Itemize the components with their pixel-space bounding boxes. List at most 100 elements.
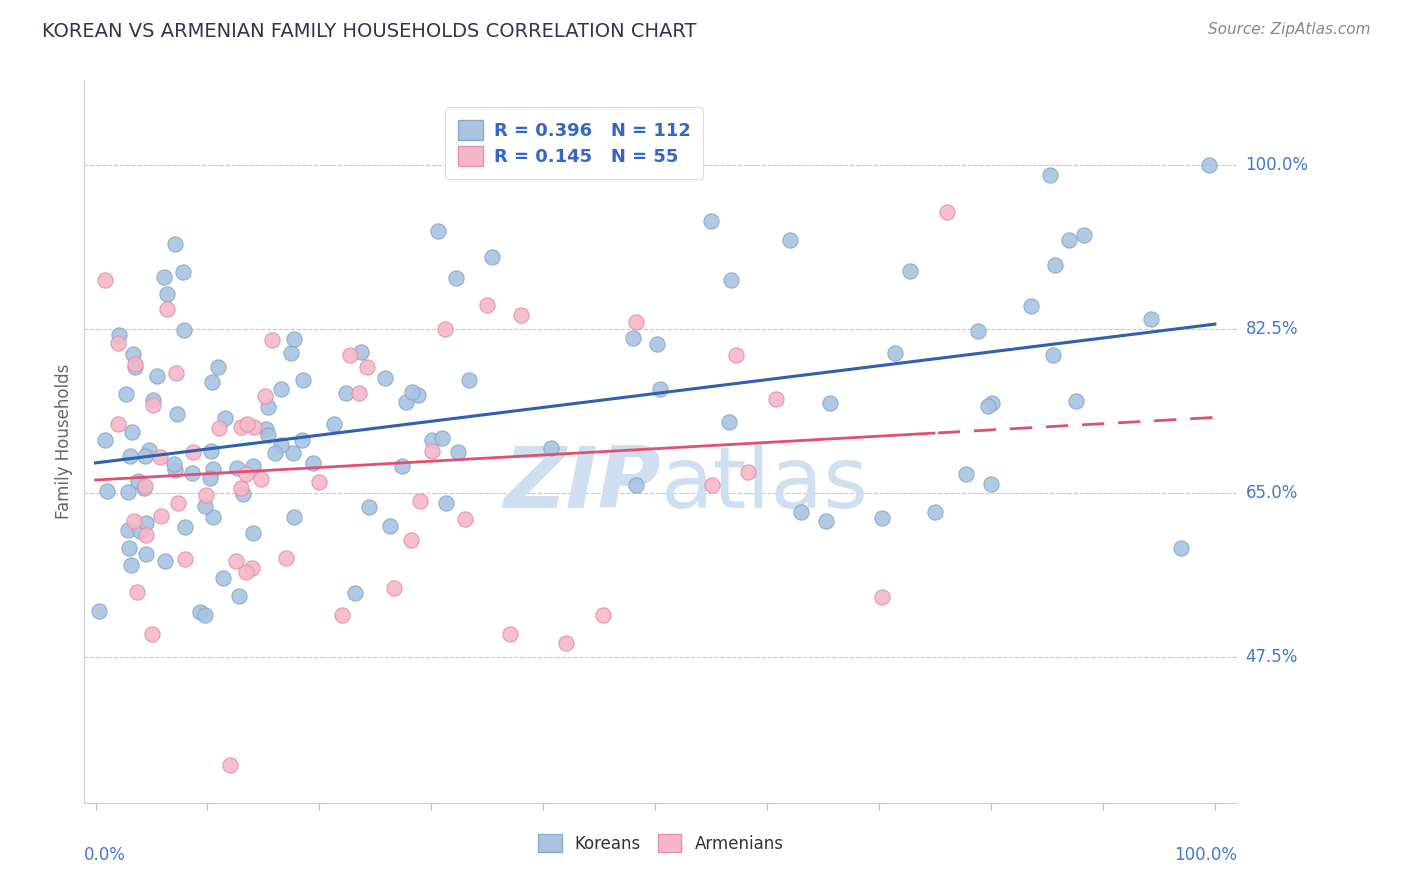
Point: [156, 286, 179, 301]
Point: [540, 441, 562, 455]
Point: [401, 385, 423, 400]
Point: [150, 508, 173, 523]
Point: [212, 572, 235, 586]
Point: [426, 224, 449, 238]
Text: 100.0%: 100.0%: [1246, 156, 1309, 174]
Point: [454, 512, 477, 526]
Text: ZIP: ZIP: [503, 443, 661, 526]
Point: [87, 603, 110, 617]
Point: [276, 550, 298, 565]
Point: [232, 487, 254, 501]
Point: [924, 505, 946, 519]
Point: [648, 382, 671, 396]
Point: [257, 400, 280, 414]
Point: [202, 462, 225, 476]
Point: [283, 510, 305, 524]
Point: [135, 516, 157, 530]
Point: [263, 445, 285, 459]
Point: [977, 399, 1000, 413]
Text: 82.5%: 82.5%: [1246, 320, 1298, 338]
Point: [142, 398, 165, 412]
Point: [718, 415, 741, 429]
Point: [226, 461, 249, 475]
Point: [645, 337, 668, 351]
Point: [124, 357, 146, 371]
Point: [165, 366, 187, 380]
Point: [228, 589, 250, 603]
Point: [1198, 158, 1220, 172]
Point: [1039, 168, 1062, 182]
Point: [357, 500, 380, 514]
Point: [208, 421, 231, 435]
Point: [499, 627, 522, 641]
Point: [201, 375, 224, 389]
Point: [163, 237, 186, 252]
Point: [399, 533, 422, 548]
Point: [94, 273, 117, 287]
Point: [117, 523, 139, 537]
Point: [270, 382, 292, 396]
Point: [395, 394, 418, 409]
Point: [218, 758, 240, 772]
Point: [142, 393, 165, 408]
Point: [249, 472, 271, 486]
Point: [122, 514, 145, 528]
Point: [260, 333, 283, 347]
Point: [118, 449, 141, 463]
Text: 47.5%: 47.5%: [1246, 648, 1298, 666]
Point: [127, 475, 149, 489]
Point: [235, 565, 257, 579]
Point: [134, 450, 156, 464]
Point: [481, 251, 503, 265]
Point: [200, 443, 222, 458]
Point: [194, 499, 217, 513]
Point: [174, 519, 197, 533]
Point: [242, 525, 264, 540]
Point: [592, 608, 614, 623]
Point: [198, 471, 221, 485]
Point: [153, 269, 176, 284]
Point: [138, 442, 160, 457]
Point: [378, 519, 401, 533]
Point: [120, 558, 142, 572]
Point: [280, 346, 302, 360]
Point: [302, 456, 325, 470]
Text: 0.0%: 0.0%: [84, 847, 127, 864]
Y-axis label: Family Households: Family Households: [55, 364, 73, 519]
Point: [107, 336, 129, 351]
Point: [141, 627, 163, 641]
Text: 100.0%: 100.0%: [1174, 847, 1237, 864]
Point: [291, 373, 314, 387]
Point: [374, 371, 396, 385]
Point: [166, 407, 188, 421]
Point: [129, 524, 152, 538]
Point: [134, 479, 156, 493]
Point: [621, 331, 644, 345]
Point: [125, 585, 148, 599]
Point: [242, 458, 264, 473]
Point: [406, 388, 429, 402]
Point: [181, 466, 204, 480]
Point: [166, 495, 188, 509]
Point: [124, 360, 146, 375]
Point: [967, 324, 990, 338]
Point: [181, 445, 204, 459]
Point: [458, 372, 481, 386]
Point: [94, 433, 117, 447]
Point: [235, 417, 257, 431]
Point: [117, 485, 139, 500]
Point: [356, 360, 378, 375]
Point: [225, 554, 247, 568]
Point: [96, 483, 118, 498]
Point: [446, 271, 468, 285]
Point: [350, 344, 373, 359]
Point: [724, 348, 747, 362]
Point: [229, 420, 252, 434]
Point: [1043, 258, 1066, 272]
Point: [955, 467, 977, 481]
Point: [1140, 312, 1163, 326]
Point: [872, 511, 894, 525]
Point: [420, 443, 443, 458]
Point: [434, 496, 457, 510]
Point: [254, 422, 277, 436]
